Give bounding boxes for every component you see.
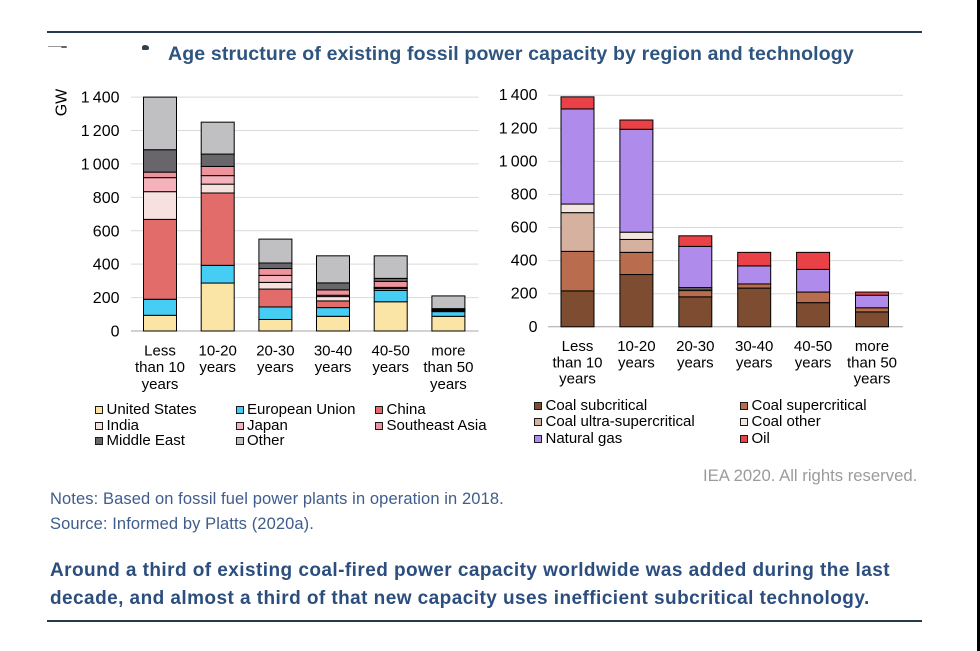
svg-text:years: years [854, 371, 891, 388]
svg-text:years: years [559, 371, 596, 388]
svg-text:400: 400 [93, 257, 120, 274]
svg-text:Less: Less [144, 343, 176, 360]
svg-text:years: years [618, 354, 655, 371]
svg-text:years: years [372, 359, 409, 376]
svg-text:years: years [430, 376, 467, 393]
svg-text:0: 0 [529, 319, 538, 336]
svg-text:40-50: 40-50 [372, 343, 410, 360]
svg-text:200: 200 [93, 290, 120, 307]
svg-text:20-30: 20-30 [676, 338, 714, 355]
svg-text:years: years [142, 376, 179, 393]
svg-text:years: years [257, 359, 294, 376]
svg-text:30-40: 30-40 [314, 343, 352, 360]
svg-text:10-20: 10-20 [199, 343, 237, 360]
svg-text:years: years [677, 354, 714, 371]
svg-text:1 000: 1 000 [499, 153, 538, 170]
svg-text:600: 600 [511, 220, 538, 237]
svg-text:1 400: 1 400 [81, 90, 120, 107]
svg-text:1 200: 1 200 [81, 123, 120, 140]
svg-text:200: 200 [511, 286, 538, 303]
svg-text:years: years [315, 359, 352, 376]
svg-text:0: 0 [111, 324, 120, 341]
svg-text:1 000: 1 000 [81, 156, 120, 173]
svg-text:1 400: 1 400 [499, 87, 538, 104]
svg-text:600: 600 [93, 223, 120, 240]
svg-text:than 50: than 50 [847, 354, 897, 371]
svg-text:than 10: than 10 [135, 359, 185, 376]
svg-text:more: more [855, 338, 889, 355]
svg-text:10-20: 10-20 [617, 338, 655, 355]
svg-text:20-30: 20-30 [256, 343, 294, 360]
svg-text:Less: Less [562, 338, 594, 355]
svg-text:more: more [431, 343, 465, 360]
svg-text:800: 800 [511, 186, 538, 203]
svg-text:1 200: 1 200 [499, 120, 538, 137]
svg-text:than 50: than 50 [423, 359, 473, 376]
svg-text:than 10: than 10 [552, 354, 602, 371]
svg-text:800: 800 [93, 190, 120, 207]
svg-text:GW: GW [54, 88, 71, 116]
svg-text:40-50: 40-50 [794, 338, 832, 355]
svg-text:30-40: 30-40 [735, 338, 773, 355]
svg-text:years: years [795, 354, 832, 371]
svg-text:years: years [736, 354, 773, 371]
svg-text:years: years [199, 359, 236, 376]
svg-text:400: 400 [511, 253, 538, 270]
